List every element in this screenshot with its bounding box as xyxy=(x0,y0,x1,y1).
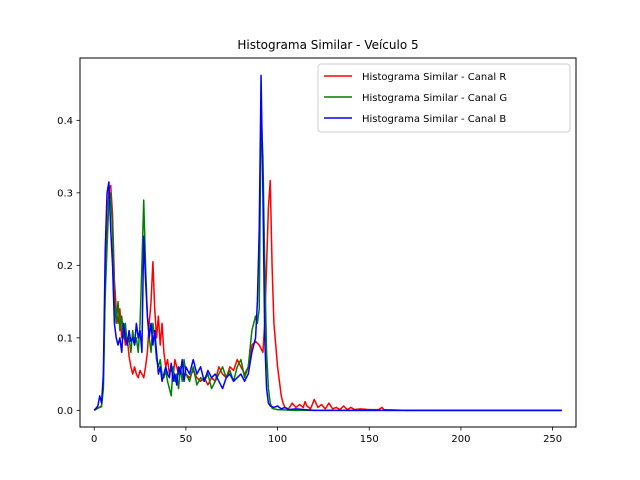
y-tick-label-4: 0.4 xyxy=(57,116,73,127)
series-line-2 xyxy=(93,74,562,412)
x-tick-label-0: 0 xyxy=(91,434,97,445)
x-tick-label-3: 150 xyxy=(360,434,379,445)
legend-entry-0: Histograma Similar - Canal R xyxy=(362,72,506,83)
x-tick-label-4: 200 xyxy=(451,434,470,445)
legend-entry-2: Histograma Similar - Canal B xyxy=(362,114,506,125)
y-tick-label-2: 0.2 xyxy=(57,261,73,272)
legend-box xyxy=(317,63,571,133)
y-tick-label-1: 0.1 xyxy=(57,333,73,344)
y-tick-label-0: 0.0 xyxy=(57,406,73,417)
legend: Histograma Similar - Canal R Histograma S… xyxy=(317,63,571,133)
y-tick-label-3: 0.3 xyxy=(57,188,73,199)
x-axis: 0 50 100 150 200 250 xyxy=(91,427,562,445)
y-axis: 0.0 0.1 0.2 0.3 0.4 xyxy=(57,116,80,417)
chart-title: Histograma Similar - Veículo 5 xyxy=(237,38,418,52)
x-tick-label-2: 100 xyxy=(268,434,287,445)
plot-frame xyxy=(79,57,577,428)
x-tick-label-5: 250 xyxy=(543,434,562,445)
legend-entry-1: Histograma Similar - Canal G xyxy=(362,93,507,104)
x-tick-label-1: 50 xyxy=(180,434,193,445)
series-layer xyxy=(93,74,562,412)
